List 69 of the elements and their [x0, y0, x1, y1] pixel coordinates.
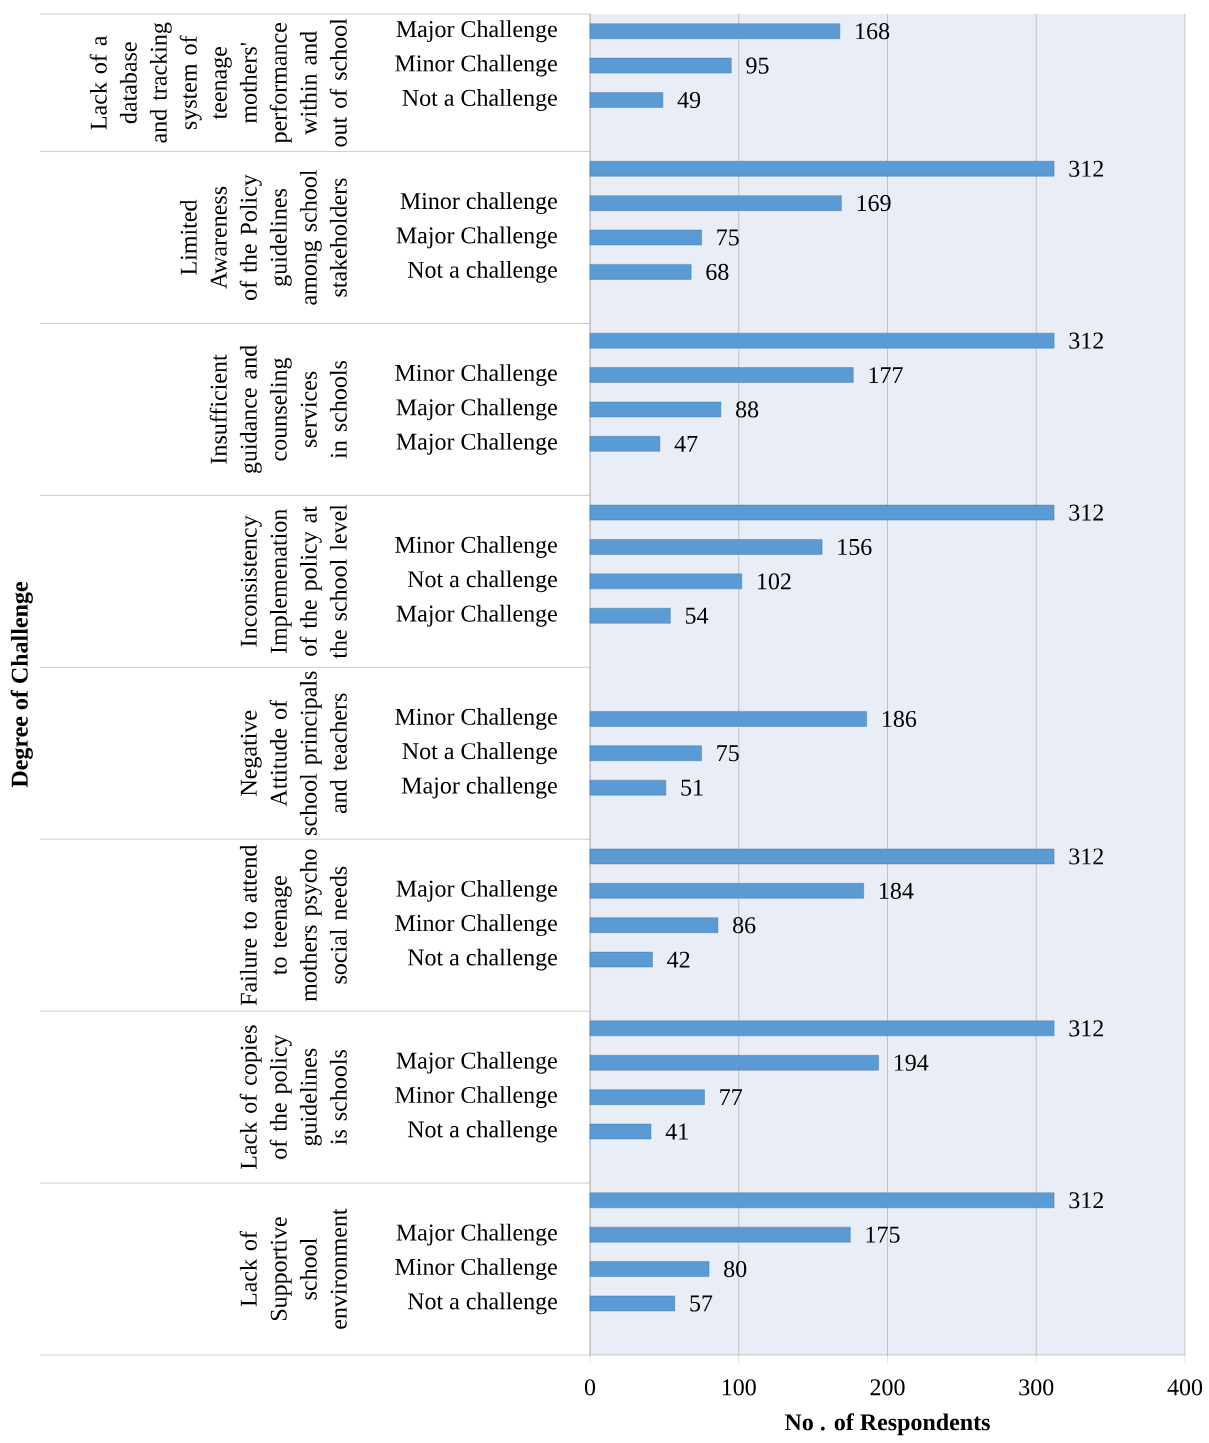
- data-label: 77: [720, 1089, 743, 1105]
- x-tick-label: 0: [584, 1379, 596, 1396]
- y-tick-label: Major Challenge: [396, 432, 557, 455]
- data-label: 312: [1069, 848, 1103, 865]
- y-tick-label: Major Challenge: [396, 398, 557, 421]
- y-tick-label: Not a Challenge: [402, 89, 557, 111]
- y-tick-label: Major Challenge: [396, 226, 557, 249]
- data-label: 312: [1069, 160, 1103, 177]
- y-tick-label: Major Challenge: [396, 1051, 557, 1074]
- y-tick-label: Major challenge: [401, 776, 557, 799]
- data-label: 312: [1069, 1192, 1103, 1209]
- data-label: 184: [879, 882, 914, 899]
- y-tick-label: Not a challenge: [407, 260, 557, 283]
- data-label: 47: [674, 435, 698, 452]
- y-tick-label: Minor Challenge: [395, 707, 557, 730]
- data-label: 194: [894, 1054, 929, 1071]
- y-tick-label: Not a challenge: [407, 1120, 557, 1143]
- data-label: 102: [758, 573, 791, 590]
- data-label: 312: [1069, 1020, 1103, 1037]
- y-tick-label: Not a challenge: [407, 948, 557, 971]
- text: Failure to attend to teenage mothers psycho social needs: [239, 844, 347, 1006]
- text: Lack of copies of the policy guidelines is schools: [239, 1025, 347, 1170]
- y-tick-label: Minor Challenge: [395, 1086, 557, 1109]
- data-label: 186: [882, 710, 917, 727]
- y-tick-label: Not a challenge: [407, 570, 557, 593]
- data-label: 312: [1069, 504, 1103, 521]
- data-label: 75: [717, 745, 739, 762]
- data-label: 169: [857, 195, 891, 212]
- data-label: 68: [706, 263, 729, 281]
- x-axis-title: No . of Respondents: [784, 1413, 990, 1436]
- y-tick-label: Major Challenge: [396, 604, 557, 627]
- data-label: 86: [733, 917, 756, 934]
- x-tick-label: 300: [1019, 1379, 1054, 1396]
- data-label: 41: [665, 1123, 688, 1140]
- text: Degree of Challenge: [10, 582, 33, 788]
- x-tick-label: 400: [1167, 1379, 1203, 1396]
- data-label: 42: [667, 951, 690, 968]
- data-label: 57: [690, 1295, 713, 1312]
- y-tick-label: Minor Challenge: [395, 1258, 557, 1280]
- data-label: 80: [724, 1260, 747, 1278]
- text: Lack of a database and tracking system of teenage mothers' performance within and out of school: [89, 18, 347, 147]
- y-tick-label: Not a Challenge: [402, 742, 557, 765]
- data-label: 177: [869, 367, 903, 383]
- data-label: 54: [685, 607, 709, 624]
- y-tick-label: Minor challenge: [400, 192, 557, 215]
- data-label: 51: [681, 779, 703, 796]
- data-label: 175: [866, 1226, 900, 1243]
- x-tick-label: 100: [722, 1379, 756, 1396]
- y-tick-label: Major Challenge: [396, 879, 557, 902]
- y-tick-label: Major Challenge: [396, 20, 557, 43]
- text: Limited Awareness of the Policy guidelines among school stakeholders: [179, 170, 347, 305]
- data-label: 49: [677, 91, 701, 109]
- text: Insufficient guidance and counseling services in schools: [209, 345, 347, 474]
- text: Negative Attitude of school principals and teachers: [240, 671, 347, 835]
- y-tick-label: Minor Challenge: [395, 914, 557, 937]
- data-label: 88: [736, 401, 759, 418]
- y-tick-label: Minor Challenge: [395, 364, 557, 386]
- data-label: 312: [1069, 332, 1103, 349]
- y-tick-label: Not a challenge: [407, 1292, 557, 1315]
- text: Inconsistency Implemenation of the policy at the school level: [240, 504, 347, 659]
- data-label: 168: [856, 23, 890, 40]
- text: Lack of Supportive school environment: [239, 1208, 347, 1329]
- y-tick-label: Minor Challenge: [395, 536, 557, 558]
- data-label: 75: [717, 229, 739, 246]
- y-tick-label: Major Challenge: [396, 1223, 557, 1246]
- data-label: 156: [838, 538, 872, 556]
- data-label: 95: [746, 57, 769, 74]
- y-tick-label: Minor Challenge: [395, 54, 557, 77]
- x-tick-label: 200: [870, 1379, 905, 1396]
